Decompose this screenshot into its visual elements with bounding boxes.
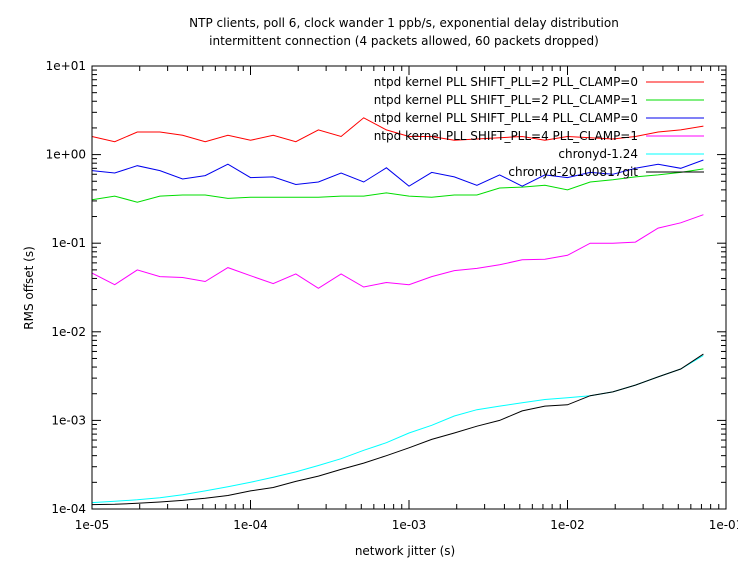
y-tick-label: 1e-04 (51, 502, 86, 516)
y-axis-label: RMS offset (s) (22, 246, 36, 330)
legend-label-1: ntpd kernel PLL SHIFT_PLL=2 PLL_CLAMP=0 (374, 75, 638, 89)
series-line-6 (91, 353, 704, 506)
legend-label-5: chronyd-1.24 (558, 147, 638, 161)
legend-label-3: ntpd kernel PLL SHIFT_PLL=4 PLL_CLAMP=0 (374, 111, 638, 125)
series-line-5 (91, 355, 704, 504)
chart-subtitle: intermittent connection (4 packets allow… (209, 34, 599, 48)
y-tick-label: 1e-01 (51, 236, 86, 250)
legend-label-2: ntpd kernel PLL SHIFT_PLL=2 PLL_CLAMP=1 (374, 93, 638, 107)
x-tick-label: 1e-05 (75, 518, 110, 532)
legend-label-4: ntpd kernel PLL SHIFT_PLL=4 PLL_CLAMP=1 (374, 129, 638, 143)
chart-title: NTP clients, poll 6, clock wander 1 ppb/… (189, 16, 619, 30)
plot-frame (91, 65, 727, 510)
series-line-1 (91, 117, 704, 143)
y-tick-label: 1e+01 (46, 59, 86, 73)
series-line-4 (91, 214, 704, 289)
x-axis-label: network jitter (s) (355, 544, 455, 558)
legend-label-6: chronyd-20100817git (508, 165, 638, 179)
y-tick-label: 1e-03 (51, 413, 86, 427)
x-tick-label: 1e-04 (233, 518, 268, 532)
y-tick-label: 1e+00 (46, 148, 86, 162)
x-tick-label: 1e-03 (392, 518, 427, 532)
y-tick-label: 1e-02 (51, 325, 86, 339)
x-tick-label: 1e-01 (709, 518, 738, 532)
series-line-3 (91, 159, 704, 187)
x-tick-label: 1e-02 (550, 518, 585, 532)
plot-area: 1e-04 1e-03 1e-02 1e-01 1e+00 1e+01 1e-05 1e-04… (46, 59, 738, 532)
series-line-2 (91, 168, 704, 203)
